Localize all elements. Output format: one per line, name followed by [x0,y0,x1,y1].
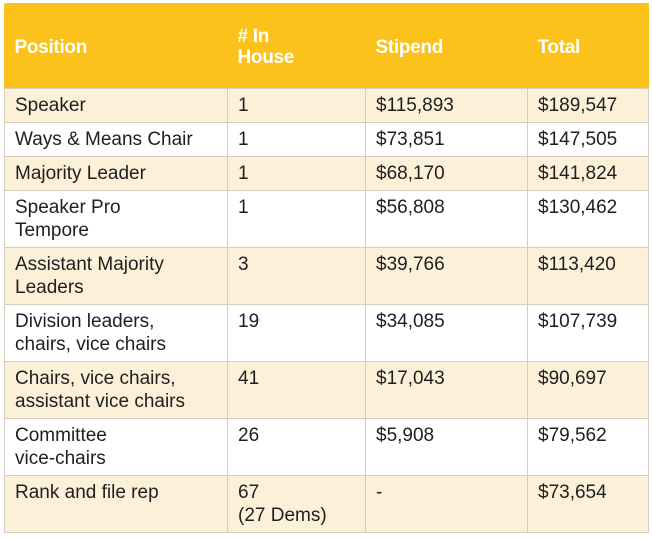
in-house-count: 1 [238,196,249,218]
in-house-count: 1 [238,128,249,150]
position-line-2: vice-chairs [15,447,106,469]
in-house-cell: 1 [227,155,366,191]
total-cell: $107,739 [527,303,649,362]
total-cell: $79,562 [527,417,649,476]
table-row: Division leaders, chairs, vice chairs 19 $3… [4,303,649,362]
position-line-2: Tempore [15,219,89,241]
total-cell: $113,420 [527,246,649,305]
position-line-1: Assistant Majority [15,253,164,275]
table-row: Assistant Majority Leaders 3 $39,766 $113,42… [4,246,649,305]
position-line-1: Chairs, vice chairs, [15,367,176,389]
position-cell: Committee vice-chairs [4,417,228,476]
in-house-cell: 1 [227,87,366,123]
header-stipend: Stipend [365,3,528,88]
position-line-1: Speaker Pro [15,196,121,218]
stipend-cell: $115,893 [365,87,528,123]
in-house-count: 1 [238,162,249,184]
in-house-cell: 26 [227,417,366,476]
position-line-2: assistant vice chairs [15,390,186,412]
table-row: Chairs, vice chairs, assistant vice chair… [4,360,649,419]
stipend-cell: $68,170 [365,155,528,191]
position-cell: Ways & Means Chair [4,121,228,157]
in-house-count: 67 [238,481,260,503]
in-house-cell: 1 [227,189,366,248]
position-cell: Division leaders, chairs, vice chairs [4,303,228,362]
in-house-cell: 1 [227,121,366,157]
stipend-cell: $5,908 [365,417,528,476]
table-row: Majority Leader 1 $68,170 $141,824 [4,155,649,191]
total-cell: $189,547 [527,87,649,123]
position-line-1: Speaker [15,94,86,116]
in-house-count: 26 [238,424,260,446]
stipend-cell: - [365,474,528,533]
table-row: Rank and file rep 67 (27 Dems) - $73,654 [4,474,649,533]
table-row: Committee vice-chairs 26 $5,908 $79,562 [4,417,649,476]
in-house-count: 41 [238,367,260,389]
table-body: Speaker 1 $115,893 $189,547 Ways & Means Cha… [4,87,649,533]
in-house-cell: 3 [227,246,366,305]
in-house-cell: 19 [227,303,366,362]
in-house-count: 19 [238,310,260,332]
header-position: Position [4,3,228,88]
header-total: Total [527,3,649,88]
position-line-1: Division leaders, [15,310,155,332]
stipend-cell: $17,043 [365,360,528,419]
position-line-2: Leaders [15,276,84,298]
position-cell: Speaker Pro Tempore [4,189,228,248]
position-line-1: Majority Leader [15,162,146,184]
table-row: Speaker 1 $115,893 $189,547 [4,87,649,123]
position-cell: Majority Leader [4,155,228,191]
position-cell: Rank and file rep [4,474,228,533]
total-cell: $141,824 [527,155,649,191]
total-cell: $147,505 [527,121,649,157]
total-cell: $73,654 [527,474,649,533]
in-house-cell: 41 [227,360,366,419]
stipend-cell: $34,085 [365,303,528,362]
in-house-cell: 67 (27 Dems) [227,474,366,533]
position-line-1: Ways & Means Chair [15,128,193,150]
position-line-2: chairs, vice chairs [15,333,166,355]
table-row: Speaker Pro Tempore 1 $56,808 $130,462 [4,189,649,248]
position-line-1: Rank and file rep [15,481,159,503]
position-cell: Assistant Majority Leaders [4,246,228,305]
in-house-note: (27 Dems) [238,504,327,526]
stipend-table: Position # In House Stipend Total Speake… [4,3,649,533]
stipend-cell: $56,808 [365,189,528,248]
in-house-count: 3 [238,253,249,275]
in-house-count: 1 [238,94,249,116]
header-in-house-line1: # In [237,26,270,47]
position-line-1: Committee [15,424,107,446]
header-row: Position # In House Stipend Total [4,3,649,88]
stipend-table-container: Position # In House Stipend Total Speake… [4,3,649,533]
header-in-house-line2: House [237,47,295,68]
table-row: Ways & Means Chair 1 $73,851 $147,505 [4,121,649,157]
total-cell: $130,462 [527,189,649,248]
header-in-house: # In House [227,3,366,88]
stipend-cell: $39,766 [365,246,528,305]
position-cell: Chairs, vice chairs, assistant vice chair… [4,360,228,419]
total-cell: $90,697 [527,360,649,419]
position-cell: Speaker [4,87,228,123]
stipend-cell: $73,851 [365,121,528,157]
